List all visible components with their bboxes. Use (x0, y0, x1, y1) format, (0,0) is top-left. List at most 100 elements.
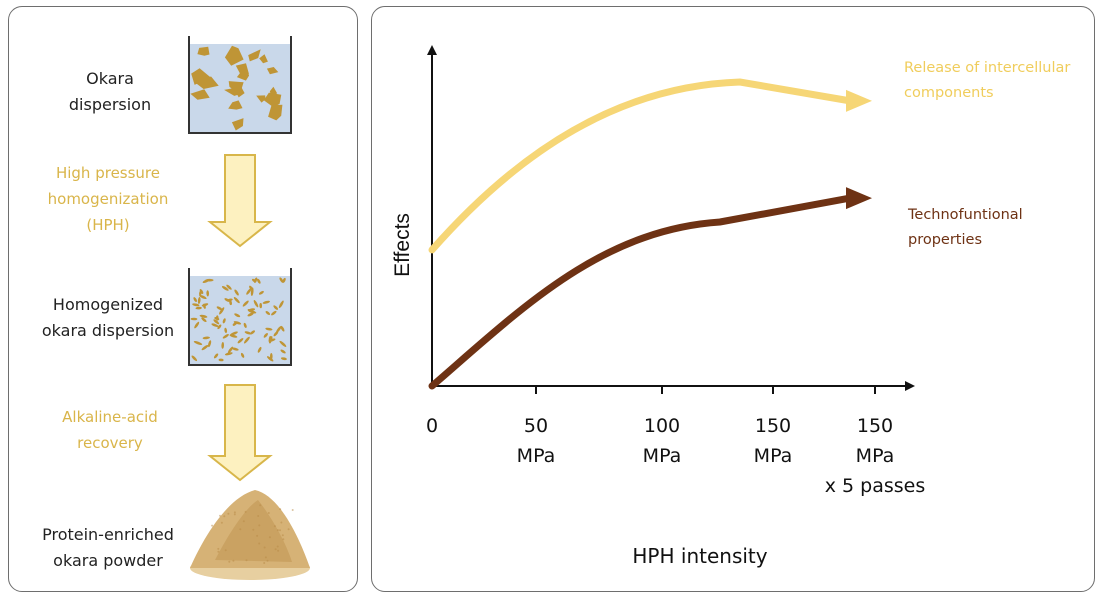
homogenized-particle (221, 342, 225, 349)
series-label-release: Release of intercellular components (904, 60, 1071, 101)
powder-grain (268, 536, 271, 539)
x-tick-label: 150 MPa (753, 415, 793, 467)
homogenized-particle (257, 346, 262, 353)
homogenized-particle (250, 330, 256, 335)
x-tick-label: 50 MPa (516, 415, 556, 467)
homogenized-particle (234, 313, 241, 318)
homogenized-particle (222, 318, 226, 324)
homogenized-particle (276, 326, 282, 333)
homogenized-particle (222, 334, 229, 339)
homogenized-particle (195, 306, 202, 310)
down-arrow-icon (207, 154, 273, 248)
homogenized-particle (224, 352, 233, 356)
x-tick-label: 100 MPa (642, 415, 682, 467)
homogenized-particle (259, 303, 263, 309)
homogenized-particle (273, 305, 279, 310)
homogenized-particle (269, 353, 273, 360)
okara-powder-pile-icon (190, 490, 310, 580)
homogenized-particle (253, 300, 259, 308)
homogenized-particle (193, 340, 203, 346)
homogenized-particle (271, 310, 277, 316)
homogenized-particle (227, 346, 234, 354)
powder-grain (227, 512, 230, 515)
homogenized-particle (256, 278, 261, 284)
homogenized-particle (269, 336, 273, 344)
stage-protein-enriched-powder-label: Protein-enriched okara powder (42, 525, 174, 570)
powder-grain (242, 520, 245, 523)
powder-grain (280, 521, 283, 524)
homogenized-particle (218, 358, 224, 362)
powder-grain (244, 510, 247, 513)
homogenized-particle (229, 334, 238, 338)
okara-particle (266, 67, 279, 75)
okara-particle (228, 100, 243, 110)
homogenized-particle (192, 303, 200, 307)
okara-particle (197, 46, 210, 56)
homogenized-particle (247, 312, 254, 317)
okara-particle (256, 95, 266, 103)
homogenized-particle (213, 353, 219, 359)
homogenized-particle (243, 322, 247, 328)
homogenized-particle (199, 294, 207, 300)
powder-grain (220, 521, 223, 524)
chart-panel (371, 6, 1095, 592)
homogenized-particle (199, 314, 208, 318)
series-arrowhead-release (846, 89, 872, 112)
okara-particle (224, 86, 244, 96)
stage-homogenized-dispersion-label: Homogenized okara dispersion (41, 295, 175, 340)
homogenized-particle (246, 288, 252, 295)
homogenized-particle (237, 338, 244, 344)
series-arrowhead-technofunctional (846, 187, 872, 210)
homogenized-particle (265, 327, 273, 331)
homogenized-particle (280, 325, 285, 332)
okara-particle (269, 86, 278, 97)
okara-particle (263, 92, 282, 108)
powder-grain (239, 528, 242, 531)
homogenized-particle (234, 289, 239, 296)
powder-grain (224, 549, 227, 552)
homogenized-particle (250, 287, 254, 296)
homogenized-particle (193, 297, 197, 303)
powder-grain (259, 504, 262, 507)
step-hph-label: High pressure homogenization (HPH) (47, 164, 169, 234)
okara-particle (259, 54, 268, 64)
powder-grain (217, 547, 220, 550)
homogenized-particle (243, 336, 250, 344)
x-axis-label: HPH intensity (632, 544, 768, 568)
homogenized-particle (253, 277, 258, 283)
homogenized-particle (233, 297, 240, 304)
powder-grain (219, 514, 221, 517)
homogenized-particle (244, 331, 252, 335)
homogenized-particle (263, 333, 268, 338)
homogenized-particle (191, 355, 198, 362)
powder-grain (263, 562, 266, 564)
powder-grain (279, 529, 281, 532)
homogenized-particle (201, 303, 209, 307)
powder-grain (287, 528, 290, 531)
powder-grain (228, 560, 231, 563)
powder-grain (252, 528, 255, 531)
powder-grain (273, 525, 276, 528)
process-flow-panel (8, 6, 358, 592)
y-axis-label: Effects (391, 213, 414, 277)
powder-grain (233, 513, 236, 516)
x-tick-label: 150 MPa x 5 passes (824, 415, 926, 497)
homogenized-particle (206, 290, 210, 297)
homogenized-dispersion-beaker-icon (188, 268, 292, 366)
step-alkaline-acid-recovery-label: Alkaline-acid recovery (62, 408, 158, 452)
okara-dispersion-beaker-icon (188, 36, 292, 134)
homogenized-particle (273, 331, 279, 337)
homogenized-particle (214, 317, 220, 321)
homogenized-particle (224, 327, 228, 334)
homogenized-particle (232, 347, 239, 351)
homogenized-particle (219, 307, 225, 315)
homogenized-particle (202, 278, 210, 284)
homogenized-particle (266, 356, 274, 362)
homogenized-particle (190, 317, 198, 321)
powder-grain (258, 542, 261, 545)
okara-particle (231, 118, 244, 131)
powder-grain (282, 538, 285, 541)
powder-grain (232, 559, 235, 562)
okara-particle (190, 89, 210, 100)
